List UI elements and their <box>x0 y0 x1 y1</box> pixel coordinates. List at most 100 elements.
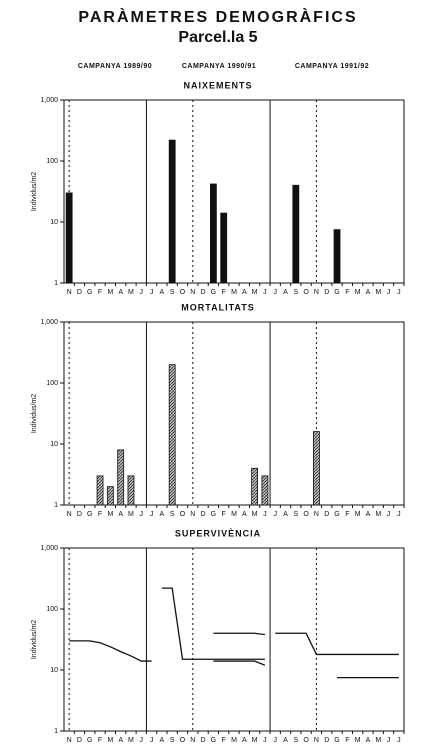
x-tick-label: D <box>77 289 82 296</box>
y-tick-label: 100 <box>46 380 58 387</box>
x-tick-label: A <box>118 737 123 744</box>
campaign-label: CAMPANYA 1990/91 <box>182 63 256 70</box>
x-tick-label: J <box>273 289 277 296</box>
x-tick-label: O <box>303 511 309 518</box>
y-tick-label: 1,000 <box>40 545 58 552</box>
x-tick-label: J <box>263 289 267 296</box>
x-tick-label: D <box>201 511 206 518</box>
x-tick-label: M <box>375 289 381 296</box>
x-tick-label: F <box>98 737 102 744</box>
campaign-label: CAMPANYA 1991/92 <box>295 63 369 70</box>
x-tick-label: J <box>397 737 401 744</box>
x-tick-label: N <box>314 289 319 296</box>
x-tick-label: J <box>140 511 144 518</box>
y-tick-label: 1 <box>54 280 58 287</box>
x-tick-label: J <box>263 737 267 744</box>
x-tick-label: A <box>366 289 371 296</box>
x-tick-label: M <box>355 511 361 518</box>
x-tick-label: O <box>303 289 309 296</box>
x-tick-label: D <box>201 737 206 744</box>
x-tick-label: N <box>67 737 72 744</box>
x-tick-label: G <box>87 289 92 296</box>
x-tick-label: G <box>334 511 339 518</box>
x-tick-label: N <box>67 511 72 518</box>
x-tick-label: A <box>118 289 123 296</box>
y-tick-label: 10 <box>50 667 58 674</box>
bar <box>106 486 114 506</box>
x-tick-label: A <box>242 737 247 744</box>
plot-frame <box>63 321 405 506</box>
x-tick-label: G <box>211 737 216 744</box>
x-tick-label: F <box>222 289 226 296</box>
x-tick-label: D <box>77 737 82 744</box>
x-tick-label: D <box>77 511 82 518</box>
panel-title: NAIXEMENTS <box>183 80 252 90</box>
x-tick-label: M <box>375 511 381 518</box>
bar <box>333 229 341 284</box>
x-tick-label: S <box>293 289 298 296</box>
y-tick-label: 10 <box>50 441 58 448</box>
x-tick-label: J <box>150 511 154 518</box>
y-tick-label: 100 <box>46 158 58 165</box>
x-tick-label: F <box>222 737 226 744</box>
bar <box>65 192 73 284</box>
bar <box>168 364 176 506</box>
x-tick-label: A <box>160 511 165 518</box>
panel-title: SUPERVIVÈNCIA <box>175 528 261 538</box>
x-tick-label: O <box>303 737 309 744</box>
x-tick-label: S <box>293 511 298 518</box>
bar <box>251 467 259 506</box>
survival-line <box>213 632 265 636</box>
x-tick-label: D <box>324 289 329 296</box>
x-tick-label: G <box>211 289 216 296</box>
x-tick-label: A <box>366 737 371 744</box>
bar <box>292 184 300 284</box>
bar <box>220 212 228 284</box>
bar <box>127 475 135 506</box>
x-tick-label: M <box>252 737 258 744</box>
x-tick-label: G <box>334 289 339 296</box>
x-tick-label: S <box>293 737 298 744</box>
x-tick-label: J <box>150 289 154 296</box>
x-tick-label: N <box>314 511 319 518</box>
x-tick-label: J <box>387 511 391 518</box>
y-axis-label: Individus/m2 <box>31 394 38 433</box>
campaign-label: CAMPANYA 1989/90 <box>78 63 152 70</box>
bar <box>117 449 125 506</box>
x-tick-label: G <box>87 511 92 518</box>
x-tick-label: M <box>107 737 113 744</box>
x-tick-label: N <box>190 289 195 296</box>
x-tick-label: J <box>397 289 401 296</box>
y-tick-label: 1 <box>54 502 58 509</box>
x-tick-label: J <box>150 737 154 744</box>
panel-title: MORTALITATS <box>181 302 255 312</box>
x-tick-label: F <box>98 511 102 518</box>
x-tick-label: G <box>211 511 216 518</box>
y-tick-label: 1,000 <box>40 319 58 326</box>
x-tick-label: M <box>231 737 237 744</box>
x-tick-label: F <box>345 737 349 744</box>
y-tick-label: 1 <box>54 728 58 735</box>
x-tick-label: M <box>128 289 134 296</box>
x-tick-label: M <box>252 289 258 296</box>
x-tick-label: A <box>160 289 165 296</box>
x-tick-label: D <box>324 511 329 518</box>
x-tick-label: M <box>107 289 113 296</box>
x-tick-label: S <box>170 511 175 518</box>
x-tick-label: N <box>190 737 195 744</box>
x-tick-label: A <box>242 289 247 296</box>
y-tick-label: 100 <box>46 606 58 613</box>
x-tick-label: A <box>160 737 165 744</box>
x-tick-label: G <box>334 737 339 744</box>
x-tick-label: F <box>222 511 226 518</box>
bar <box>209 183 217 284</box>
y-tick-label: 10 <box>50 219 58 226</box>
bar <box>313 431 320 506</box>
x-tick-label: A <box>242 511 247 518</box>
survival-line <box>161 587 265 660</box>
x-tick-label: A <box>366 511 371 518</box>
x-tick-label: J <box>140 737 144 744</box>
x-tick-label: G <box>87 737 92 744</box>
x-tick-label: A <box>283 289 288 296</box>
y-axis-label: Individus/m2 <box>31 172 38 211</box>
